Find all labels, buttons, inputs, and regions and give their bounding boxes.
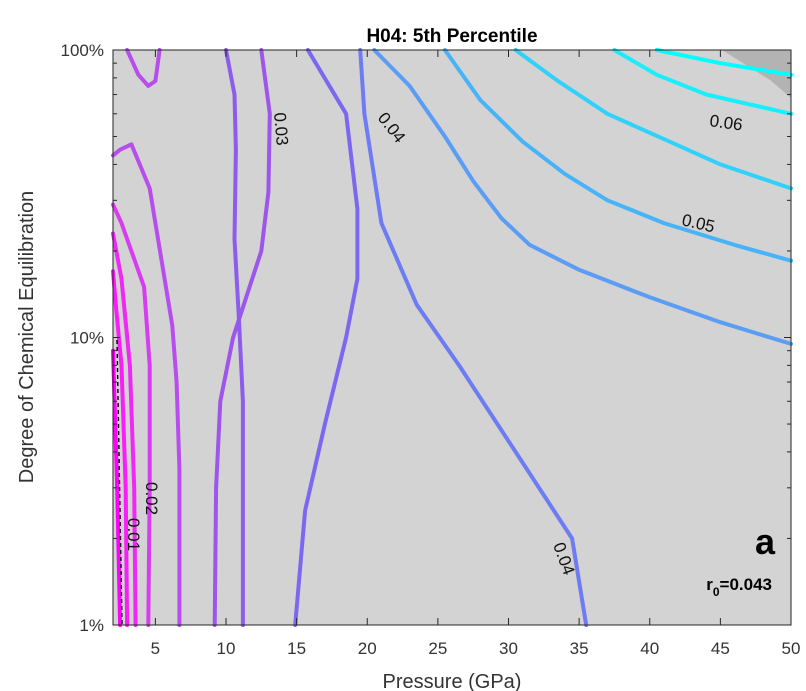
contour-line-004-9 [358, 48, 589, 627]
x-axis-ticks: 5 10 15 20 25 30 35 40 45 50 [151, 50, 801, 658]
contour-label-003: 0.03 [270, 112, 292, 147]
contour-label-002: 0.02 [142, 482, 161, 515]
contour-label-001: 0.01 [124, 518, 143, 551]
contour-line-003-7 [224, 48, 245, 627]
r0-annotation: r0=0.043 [706, 575, 772, 599]
contour-line-002-5 [125, 48, 162, 88]
r0-value: =0.043 [720, 575, 772, 594]
x-tick-label: 50 [782, 639, 801, 658]
contour-line-005-11 [442, 48, 793, 263]
contour-line-004-10 [372, 48, 793, 346]
contour-line-004-8 [293, 48, 360, 627]
undefined-region-corner [722, 50, 791, 98]
contour-line-002-4 [111, 142, 182, 627]
y-axis-label: Degree of Chemical Equilibration [16, 191, 38, 483]
x-tick-label: 45 [711, 639, 730, 658]
r0-prefix: r [706, 575, 713, 594]
contour-line-001-2 [111, 231, 138, 627]
contour-line-002-3 [111, 202, 152, 627]
contour-line-001-0 [111, 348, 123, 627]
chart-title: H04: 5th Percentile [366, 26, 537, 47]
contour-label-007: 0.06 [708, 111, 743, 134]
equilibrium-boundary-dashed [116, 339, 123, 626]
x-tick-label: 20 [358, 639, 377, 658]
contour-line-006-14 [654, 48, 793, 77]
x-tick-label: 10 [217, 639, 236, 658]
x-tick-label: 25 [428, 639, 447, 658]
x-tick-label: 30 [499, 639, 518, 658]
y-tick-label: 100% [61, 41, 104, 60]
x-tick-label: 35 [570, 639, 589, 658]
y-axis-ticks: 1% 10% 100% [61, 41, 791, 635]
panel-label: a [755, 521, 776, 562]
y-tick-label: 10% [70, 329, 104, 348]
contour-lines [111, 48, 793, 627]
y-tick-label: 1% [79, 616, 104, 635]
x-tick-label: 40 [640, 639, 659, 658]
x-axis-label: Pressure (GPa) [383, 671, 522, 691]
contour-line-006-13 [612, 48, 793, 116]
contour-line-006-12 [513, 48, 793, 191]
x-tick-label: 15 [287, 639, 306, 658]
x-tick-label: 5 [151, 639, 160, 658]
contour-line-003-6 [212, 48, 272, 627]
r0-subscript: 0 [713, 585, 720, 599]
contour-line-001-1 [111, 269, 130, 627]
